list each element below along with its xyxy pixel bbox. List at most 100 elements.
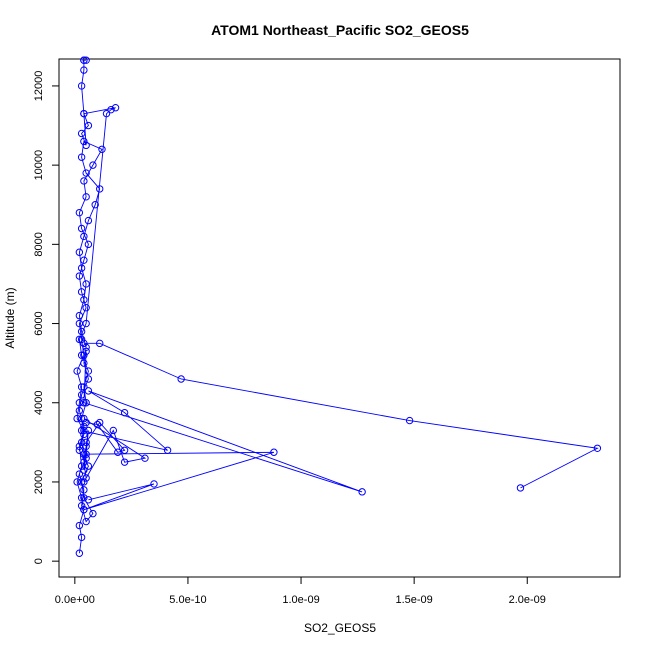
- chart-title: ATOM1 Northeast_Pacific SO2_GEOS5: [211, 22, 469, 38]
- data-point: [82, 442, 90, 451]
- data-point: [77, 494, 86, 502]
- data-point: [82, 474, 90, 482]
- data-point: [84, 121, 93, 130]
- data-point: [89, 161, 97, 169]
- data-point: [80, 232, 88, 241]
- data-point: [80, 399, 88, 407]
- series-line: [83, 430, 89, 479]
- data-point: [80, 351, 88, 359]
- x-axis: 0.0e+00 5.0e-10 1.0e-09 1.5e-09 2.0e-09: [55, 576, 546, 606]
- data-point: [80, 494, 88, 502]
- data-point: [93, 420, 102, 429]
- data-point: [80, 486, 88, 494]
- series-line: [85, 421, 126, 453]
- data-point: [80, 109, 88, 118]
- series-line: [83, 342, 599, 489]
- data-point: [98, 145, 106, 153]
- data-point: [141, 454, 149, 462]
- data-point: [82, 418, 90, 427]
- data-point: [75, 208, 84, 217]
- data-point: [270, 448, 278, 456]
- data-point: [107, 105, 115, 114]
- data-point: [77, 335, 86, 344]
- data-point: [77, 82, 86, 90]
- data-point: [96, 185, 104, 193]
- data-point: [82, 280, 90, 288]
- x-tick-label: 5.0e-10: [169, 594, 206, 606]
- data-point: [77, 533, 86, 542]
- data-point: [77, 438, 86, 447]
- y-axis: 0 2000 4000 6000 8000 10000 12000: [33, 71, 60, 564]
- data-point: [177, 375, 185, 383]
- data-point: [80, 339, 88, 348]
- data-point: [96, 418, 104, 427]
- data-point: [80, 137, 88, 146]
- data-point: [84, 496, 93, 504]
- data-point: [82, 399, 90, 407]
- y-tick-label: 2000: [33, 470, 45, 494]
- data-point: [77, 327, 86, 336]
- data-point: [80, 66, 88, 74]
- data-point: [77, 264, 86, 272]
- data-point: [73, 367, 81, 375]
- data-point: [75, 406, 84, 415]
- data-point: [75, 248, 84, 256]
- data-point: [111, 104, 120, 112]
- series-line: [83, 451, 275, 511]
- y-tick-label: 12000: [33, 71, 45, 102]
- series-group: [73, 56, 602, 557]
- data-point: [77, 414, 86, 423]
- data-point: [516, 484, 525, 492]
- x-tick-label: 2.0e-09: [509, 594, 546, 606]
- data-point: [77, 129, 86, 138]
- data-point: [405, 416, 414, 425]
- data-point: [82, 56, 90, 64]
- data-point: [82, 304, 90, 312]
- data-point: [82, 343, 90, 352]
- x-tick-label: 0.0e+00: [55, 594, 95, 606]
- data-point: [77, 288, 86, 296]
- data-point: [75, 335, 84, 344]
- x-tick-label: 1.5e-09: [395, 594, 432, 606]
- data-point: [77, 224, 86, 233]
- data-point: [75, 311, 84, 320]
- data-point: [80, 505, 88, 514]
- data-point: [109, 426, 117, 435]
- data-point: [82, 319, 90, 328]
- y-tick-label: 6000: [33, 311, 45, 335]
- data-point: [80, 458, 88, 466]
- y-tick-label: 0: [33, 558, 45, 564]
- data-point: [80, 56, 88, 64]
- data-point: [77, 502, 86, 510]
- data-point: [84, 426, 93, 435]
- data-point: [80, 478, 88, 486]
- data-point: [80, 256, 88, 264]
- data-point: [77, 351, 86, 359]
- data-point: [82, 450, 90, 458]
- data-point: [80, 466, 88, 474]
- data-point: [150, 480, 158, 488]
- data-point: [84, 216, 93, 225]
- data-point: [82, 141, 90, 150]
- data-point: [84, 240, 93, 249]
- data-point: [75, 272, 84, 280]
- data-point: [82, 517, 90, 526]
- y-tick-label: 8000: [33, 232, 45, 256]
- data-point: [82, 193, 90, 201]
- data-point: [77, 153, 86, 161]
- data-point: [80, 383, 88, 391]
- data-point: [593, 444, 602, 452]
- data-point: [358, 488, 366, 496]
- data-point: [80, 426, 88, 435]
- data-point: [80, 359, 88, 367]
- data-point: [77, 391, 86, 399]
- data-point: [75, 521, 84, 530]
- data-point: [80, 450, 88, 458]
- data-point: [96, 339, 104, 348]
- data-point: [102, 109, 111, 118]
- data-point: [77, 478, 86, 486]
- data-point: [120, 446, 129, 454]
- plot-frame: [58, 58, 621, 578]
- data-point: [120, 408, 129, 417]
